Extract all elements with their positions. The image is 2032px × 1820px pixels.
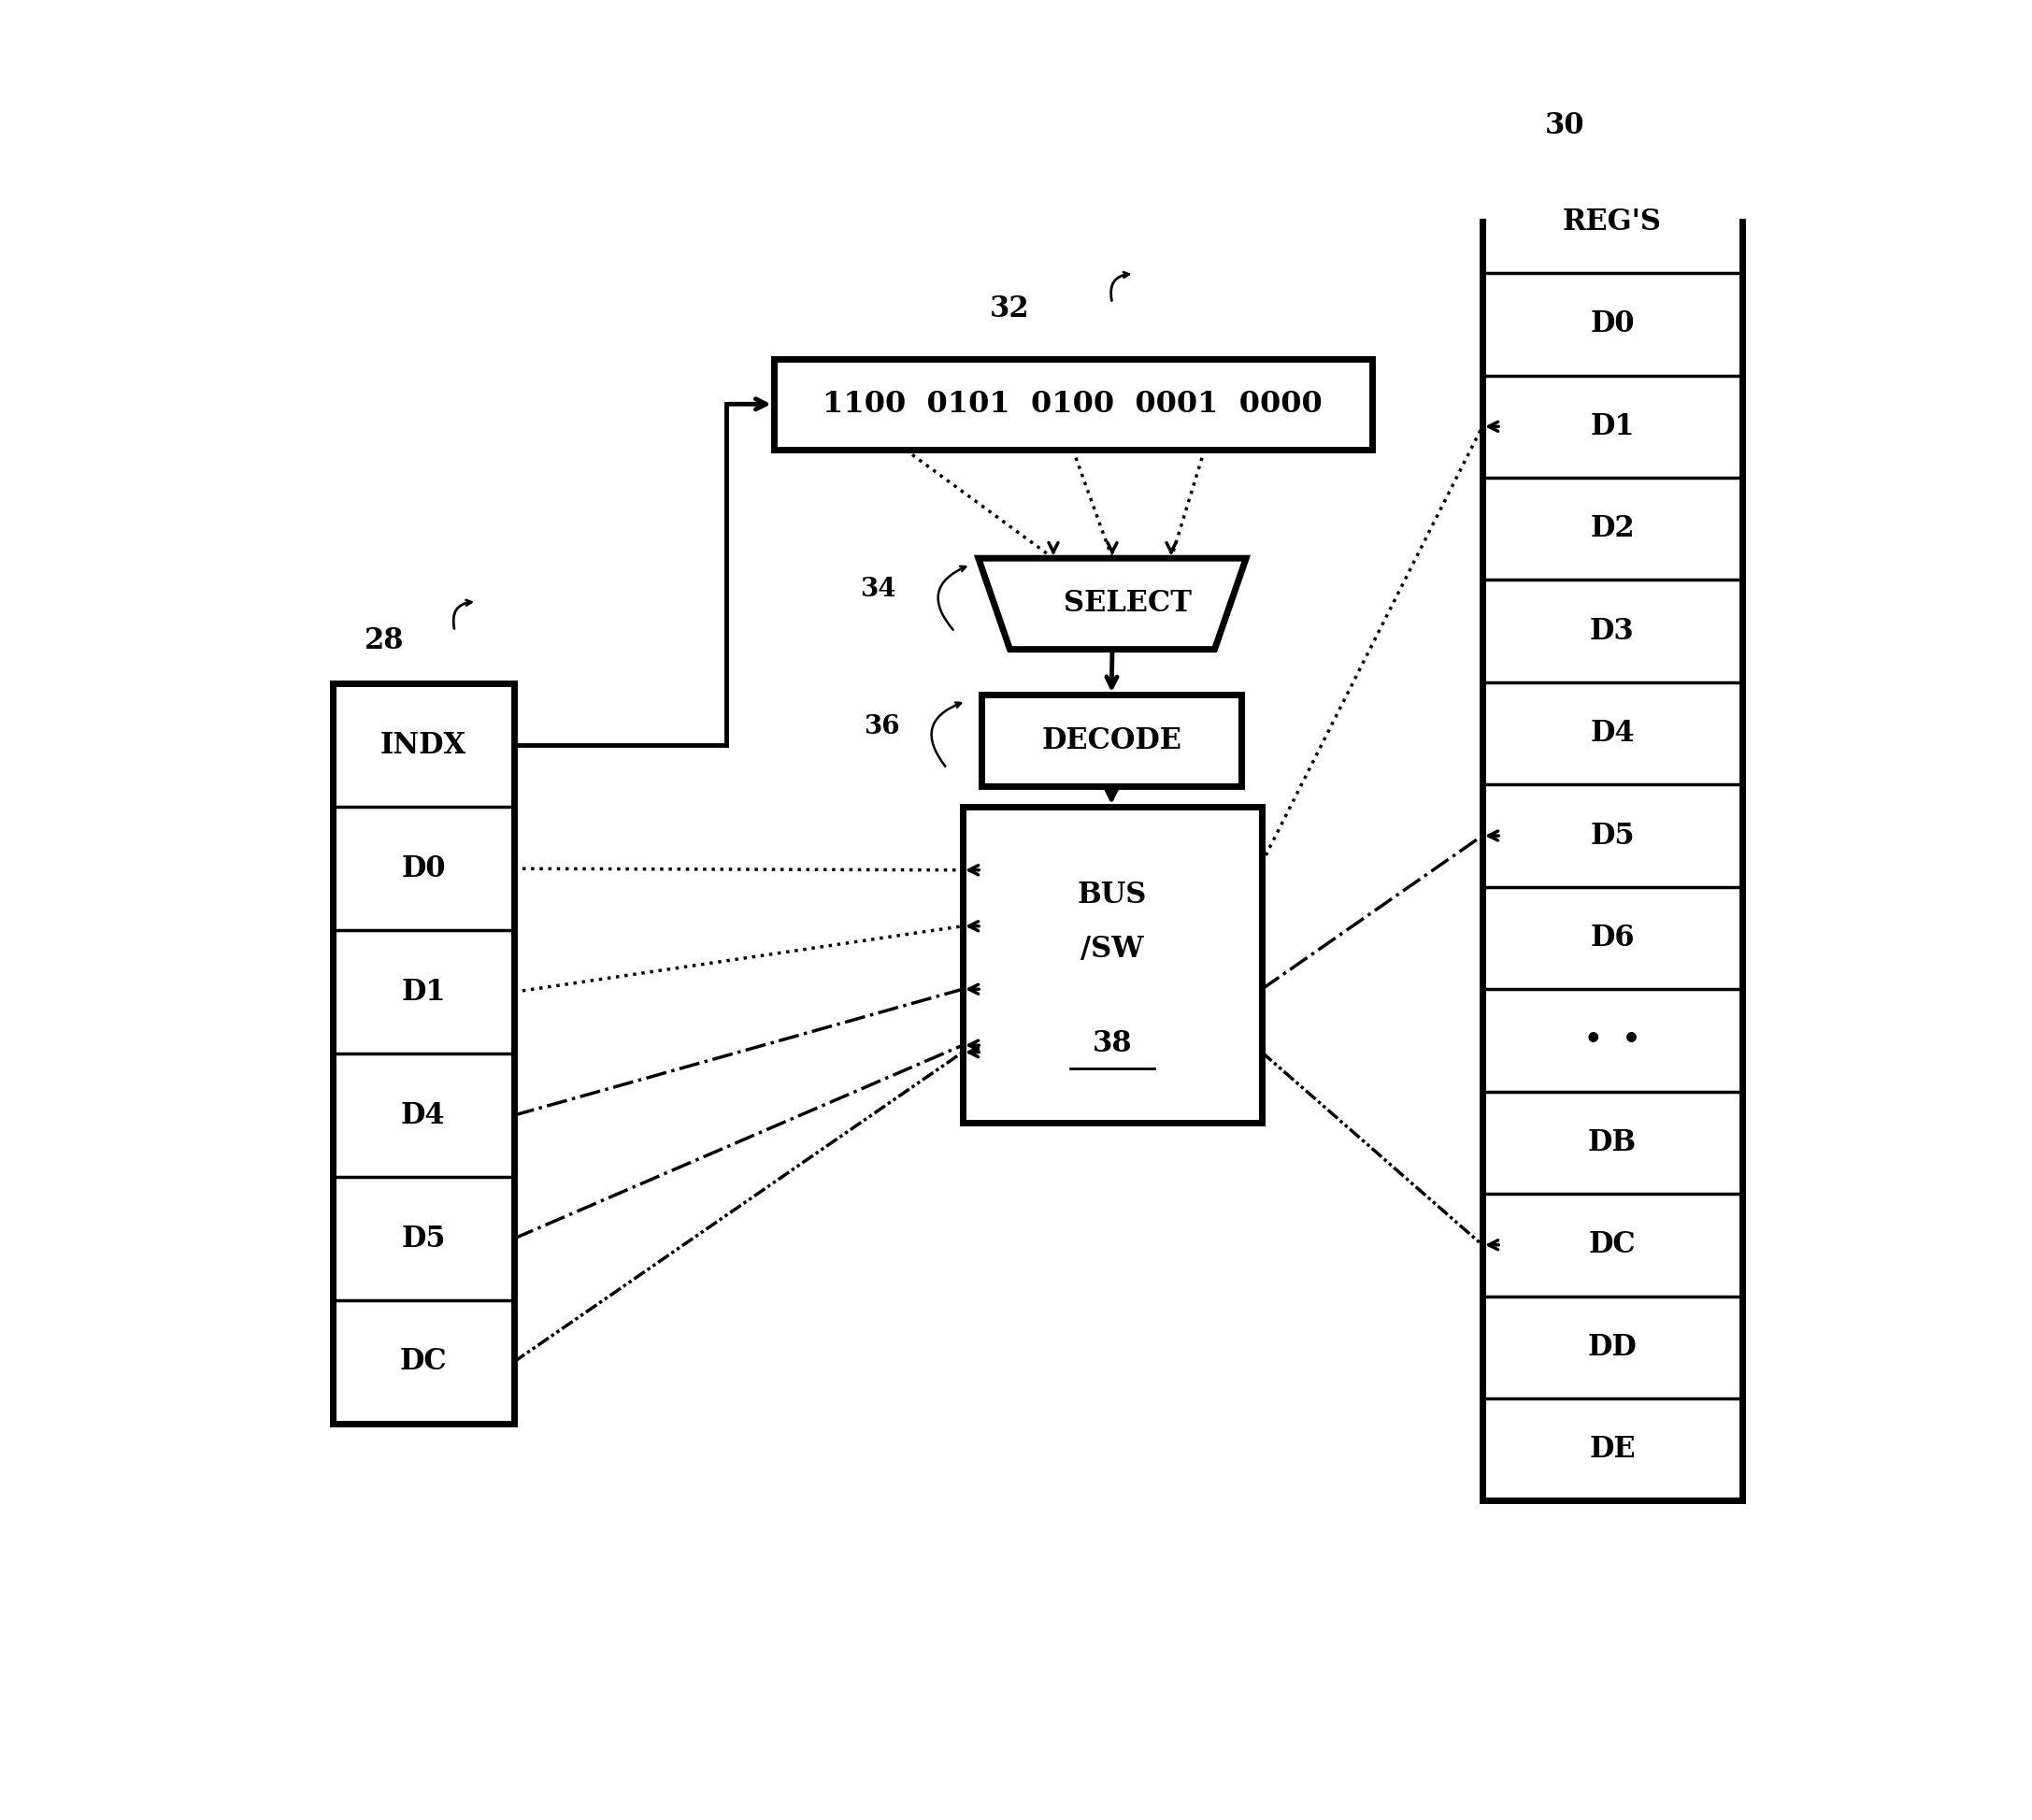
Text: 28: 28 [364, 626, 404, 655]
Text: 32: 32 [990, 295, 1030, 324]
Text: BUS: BUS [1077, 881, 1146, 910]
Text: D5: D5 [400, 1225, 445, 1254]
Text: 36: 36 [864, 713, 900, 739]
Bar [1483, 171, 1741, 1502]
Text: D0: D0 [400, 854, 445, 883]
Text: D0: D0 [1591, 309, 1634, 339]
Text: DD: DD [1587, 1332, 1638, 1361]
Polygon shape [979, 559, 1246, 650]
Text: INDX: INDX [380, 732, 467, 759]
Bar [981, 695, 1242, 786]
Text: •  •: • • [1585, 1026, 1640, 1056]
Text: /SW: /SW [1081, 934, 1144, 963]
Text: D4: D4 [1589, 719, 1634, 748]
Text: D4: D4 [400, 1101, 445, 1130]
Text: 34: 34 [860, 577, 896, 602]
Text: 1100  0101  0100  0001  0000: 1100 0101 0100 0001 0000 [823, 389, 1323, 419]
Text: DB: DB [1587, 1128, 1636, 1158]
Text: DE: DE [1589, 1434, 1636, 1463]
Text: D1: D1 [1591, 411, 1634, 440]
Text: D6: D6 [1591, 923, 1634, 952]
Text: 38: 38 [1093, 1028, 1132, 1057]
Text: D5: D5 [1591, 821, 1634, 850]
Text: SELECT: SELECT [1065, 590, 1193, 619]
Text: DC: DC [400, 1347, 447, 1376]
Text: REG'S: REG'S [1563, 207, 1662, 237]
Text: D3: D3 [1589, 617, 1634, 646]
Text: 30: 30 [1544, 111, 1585, 140]
Text: D2: D2 [1589, 515, 1634, 544]
Bar [963, 806, 1262, 1123]
Bar [774, 359, 1372, 450]
Text: D1: D1 [400, 977, 445, 1006]
Text: DC: DC [1589, 1230, 1636, 1259]
Bar [333, 684, 514, 1423]
Text: DECODE: DECODE [1040, 726, 1181, 755]
